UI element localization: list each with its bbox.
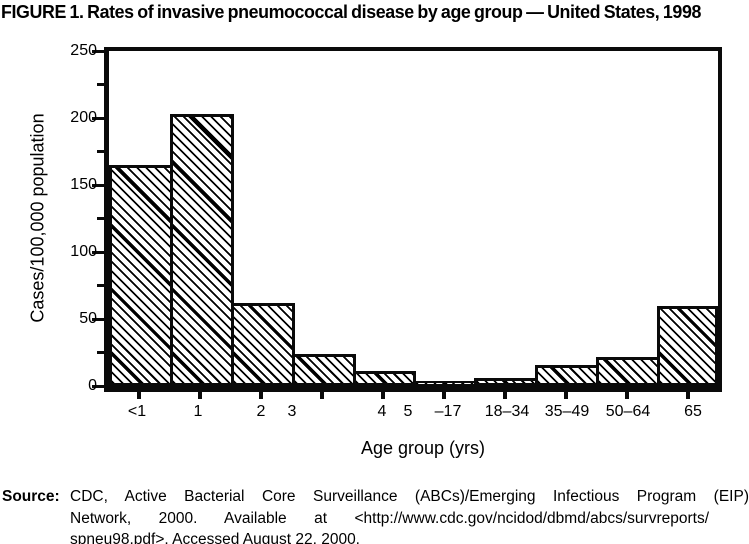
y-minor-tick: [97, 351, 105, 354]
figure-title: FIGURE 1. Rates of invasive pneumococcal…: [1, 2, 701, 22]
y-tick-label: 150: [70, 176, 97, 193]
bar-<1: [109, 165, 173, 386]
y-minor-tick: [97, 150, 105, 153]
y-tick-label: 200: [70, 109, 97, 126]
bar-4: [352, 371, 417, 386]
y-tick-label: 100: [70, 243, 97, 260]
source-text: CDC, Active Bacterial Core Surveillance …: [70, 486, 749, 544]
x-tick: [198, 392, 203, 399]
y-major-tick: [92, 49, 105, 53]
y-tick-label: 0: [88, 377, 97, 394]
y-major-tick: [92, 116, 105, 120]
source-note: Source: CDC, Active Bacterial Core Surve…: [2, 486, 749, 544]
y-major-tick: [92, 384, 105, 388]
x-tick: [441, 392, 446, 399]
y-minor-tick: [97, 83, 105, 86]
y-axis-label: Cases/100,000 population: [27, 113, 48, 323]
x-tick-label: 5: [403, 403, 413, 420]
x-tick-label: 4: [377, 403, 387, 420]
x-tick: [259, 392, 264, 399]
bar-1: [169, 114, 234, 386]
x-tick: [381, 392, 386, 399]
x-tick: [624, 392, 629, 399]
x-tick-label: 50–64: [605, 403, 651, 420]
x-tick: [685, 392, 690, 399]
x-tick-label: 2: [256, 403, 266, 420]
plot-area: [104, 47, 722, 392]
x-tick: [320, 392, 325, 399]
x-tick-label: 18–34: [484, 403, 530, 420]
source-line: spneu98.pdf>. Accessed August 22, 2000.: [70, 531, 360, 544]
y-major-tick: [92, 250, 105, 254]
bar-65: [657, 306, 718, 386]
y-major-tick: [92, 317, 105, 321]
x-tick-label: 65: [684, 403, 702, 420]
x-tick-label: –17: [434, 403, 462, 420]
x-tick: [137, 392, 142, 399]
x-tick: [563, 392, 568, 399]
x-tick: [502, 392, 507, 399]
bar-5–17: [413, 381, 478, 386]
bar-35–49: [535, 365, 600, 386]
y-major-tick: [92, 183, 105, 187]
x-tick-label: <1: [127, 403, 147, 420]
bar-2: [230, 303, 295, 386]
y-tick-label: 250: [70, 42, 97, 59]
source-line: CDC, Active Bacterial Core Surveillance …: [70, 488, 749, 505]
x-axis-label: Age group (yrs): [360, 438, 486, 458]
y-tick-label: 50: [79, 310, 97, 327]
x-tick-label: 35–49: [544, 403, 590, 420]
x-tick-label: 1: [193, 403, 203, 420]
y-minor-tick: [97, 284, 105, 287]
source-label: Source:: [2, 488, 60, 505]
bar-50–64: [596, 357, 661, 386]
bar-18–34: [474, 378, 539, 386]
bar-3: [291, 354, 356, 386]
x-tick-label: 3: [287, 403, 297, 420]
y-minor-tick: [97, 217, 105, 220]
source-line: Network, 2000. Available at <http://www.…: [70, 509, 709, 527]
